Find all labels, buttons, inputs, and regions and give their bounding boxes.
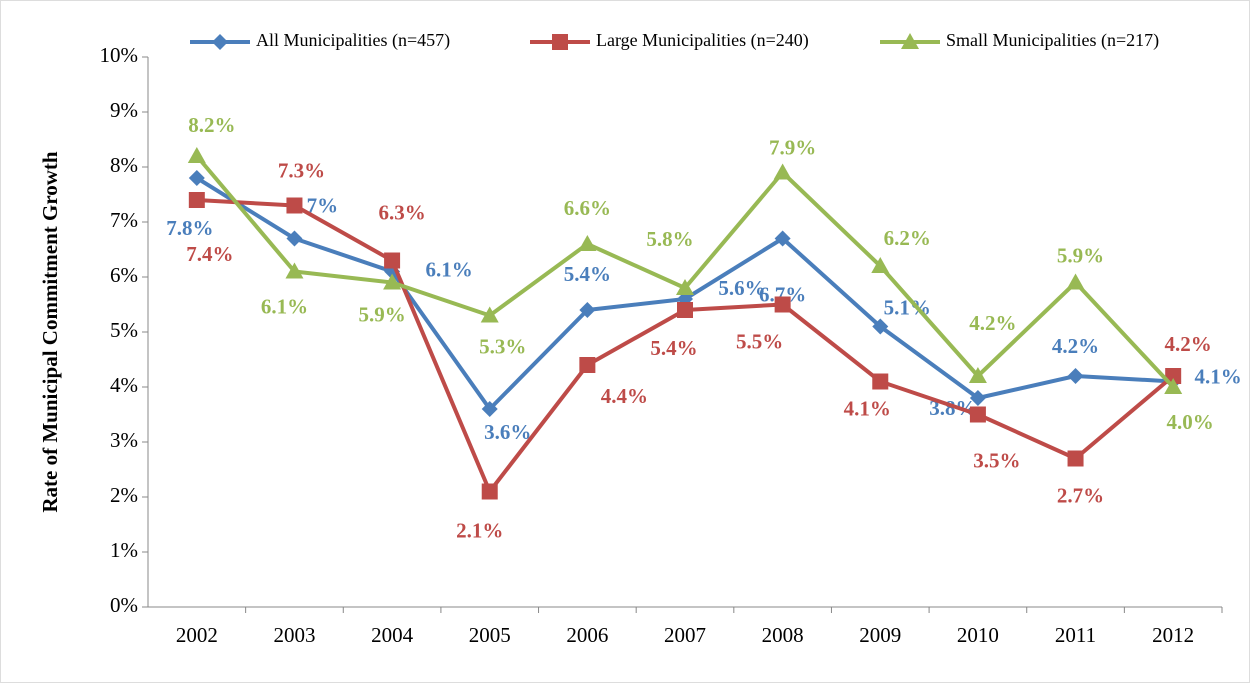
y-tick-label: 8%: [110, 153, 138, 177]
data-point: [188, 170, 205, 186]
data-label: 6.1%: [425, 257, 472, 281]
data-point: [578, 235, 597, 251]
data-point: [286, 230, 303, 247]
data-point: [480, 306, 499, 323]
legend-label: All Municipalities (n=457): [256, 30, 450, 51]
data-label: 3.5%: [973, 448, 1020, 472]
x-tick-label: 2006: [566, 623, 608, 647]
data-point: [384, 252, 401, 269]
data-label: 5.9%: [1057, 243, 1104, 267]
data-point: [871, 257, 890, 273]
data-point: [774, 296, 791, 313]
data-point: [1066, 273, 1085, 290]
data-label: 8.2%: [188, 113, 235, 137]
data-label: 4.1%: [1195, 364, 1242, 388]
y-axis-label: Rate of Municipal Commitment Growth: [38, 151, 62, 513]
data-label: 7.4%: [186, 242, 233, 266]
data-label: 6.6%: [564, 196, 611, 220]
data-label: 6.3%: [378, 200, 425, 224]
data-label: 4.1%: [844, 396, 891, 420]
data-point: [579, 357, 596, 373]
data-point: [676, 279, 694, 295]
data-point: [1067, 368, 1084, 384]
y-tick-label: 1%: [110, 538, 138, 562]
y-tick-label: 2%: [110, 483, 138, 507]
y-tick-label: 6%: [110, 263, 138, 287]
x-tick-label: 2005: [469, 623, 511, 647]
data-label: 2.1%: [456, 518, 503, 542]
data-point: [773, 163, 792, 180]
data-point: [188, 192, 205, 208]
data-label: 7.9%: [769, 135, 816, 159]
data-label: 3.6%: [484, 420, 531, 444]
y-tick-label: 5%: [110, 318, 138, 342]
data-label: 5.4%: [564, 262, 611, 286]
data-point: [285, 262, 304, 279]
data-label: 7.3%: [278, 158, 325, 182]
y-tick-label: 4%: [110, 373, 138, 397]
data-point: [187, 147, 206, 163]
data-point: [481, 401, 498, 417]
data-label: 5.3%: [479, 334, 526, 358]
legend-marker: [901, 33, 919, 49]
data-point: [968, 367, 987, 383]
data-label: 4.2%: [1052, 334, 1099, 358]
data-point: [872, 373, 889, 390]
data-point: [579, 302, 596, 318]
x-tick-label: 2010: [957, 623, 999, 647]
data-point: [1067, 450, 1084, 467]
legend-label: Small Municipalities (n=217): [946, 30, 1159, 51]
x-tick-label: 2009: [859, 623, 901, 647]
data-label: 6.2%: [884, 226, 931, 250]
data-label: 5.5%: [736, 329, 783, 353]
x-tick-label: 2004: [371, 623, 414, 647]
legend-marker: [552, 34, 568, 50]
legend-label: Large Municipalities (n=240): [596, 30, 809, 51]
data-point: [969, 406, 986, 423]
x-tick-label: 2007: [664, 623, 706, 647]
x-tick-label: 2008: [762, 623, 804, 647]
data-label: 4.2%: [1165, 332, 1212, 356]
data-point: [1164, 378, 1183, 394]
y-tick-label: 9%: [110, 98, 138, 122]
x-tick-label: 2011: [1055, 623, 1096, 647]
y-tick-label: 7%: [110, 208, 138, 232]
legend-marker: [212, 34, 228, 50]
data-label: 5.8%: [646, 227, 693, 251]
data-label: 6.1%: [261, 294, 308, 318]
data-label: 4.2%: [969, 311, 1016, 335]
data-point: [872, 318, 889, 335]
data-label: 7.8%: [166, 216, 213, 240]
data-point: [677, 302, 693, 318]
data-label: 5.6%: [718, 276, 765, 300]
data-label: 4.4%: [601, 384, 648, 408]
data-point: [383, 273, 402, 290]
x-tick-label: 2002: [176, 623, 218, 647]
data-label: 5.9%: [358, 302, 405, 326]
y-tick-label: 10%: [100, 43, 139, 67]
data-point: [481, 483, 498, 500]
data-point: [286, 197, 303, 214]
data-label: 5.4%: [650, 336, 697, 360]
x-tick-label: 2012: [1152, 623, 1194, 647]
data-point: [969, 390, 986, 406]
data-label: 2.7%: [1057, 483, 1104, 507]
data-label: 4.0%: [1167, 410, 1214, 434]
x-tick-label: 2003: [273, 623, 315, 647]
y-tick-label: 0%: [110, 593, 138, 617]
y-tick-label: 3%: [110, 428, 138, 452]
data-point: [774, 230, 791, 247]
